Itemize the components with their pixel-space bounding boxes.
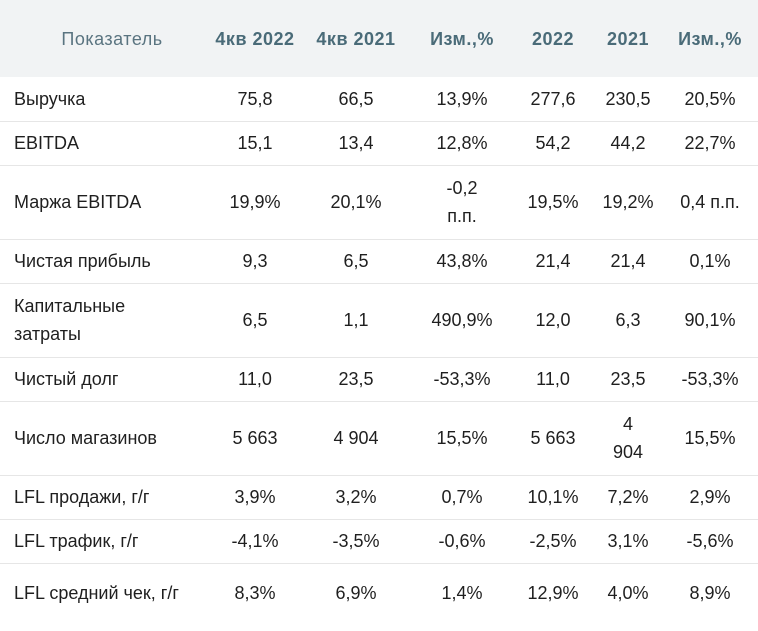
cell: -0,2 п.п. bbox=[412, 165, 512, 240]
cell: 5 663 bbox=[512, 401, 594, 476]
cell: 12,8% bbox=[412, 121, 512, 166]
cell: 4,0% bbox=[607, 583, 649, 604]
table-row: Маржа EBITDA 19,9% 20,1% -0,2 п.п. 19,5%… bbox=[0, 165, 758, 240]
cell: 4 904 bbox=[300, 401, 412, 476]
row-label: Чистый долг bbox=[0, 357, 210, 402]
cell: 0,1% bbox=[662, 239, 758, 284]
table-row: LFL продажи, г/г 3,9% 3,2% 0,7% 10,1% 7,… bbox=[0, 475, 758, 520]
cell: 6,3 bbox=[594, 283, 662, 358]
cell: 0,4 п.п. bbox=[662, 165, 758, 240]
cell: 19,5% bbox=[512, 165, 594, 240]
cell: -53,3% bbox=[662, 357, 758, 402]
row-label: Капитальные затраты bbox=[0, 283, 210, 358]
cell: 20,1% bbox=[300, 165, 412, 240]
cell: 5 663 bbox=[210, 401, 300, 476]
header-2021: 2021 bbox=[606, 28, 650, 49]
cell: 44,2 bbox=[594, 121, 662, 166]
cell: 21,4 bbox=[512, 239, 594, 284]
cell: 1,4% bbox=[441, 583, 483, 604]
cell: 90,1% bbox=[662, 283, 758, 358]
cell: 10,1% bbox=[512, 475, 594, 520]
header-2022: 2022 bbox=[531, 28, 575, 49]
cell: 21,4 bbox=[594, 239, 662, 284]
row-label: EBITDA bbox=[0, 121, 210, 166]
cell: 3,9% bbox=[210, 475, 300, 520]
cell: -5,6% bbox=[662, 519, 758, 564]
table-row: Число магазинов 5 663 4 904 15,5% 5 663 … bbox=[0, 401, 758, 476]
cell: -0,6% bbox=[412, 519, 512, 564]
table-row: LFL средний чек, г/г 8,3% 6,9% 1,4% 12,9… bbox=[0, 563, 758, 623]
cell: 15,1 bbox=[210, 121, 300, 166]
cell: 230,5 bbox=[594, 77, 662, 122]
cell: 13,4 bbox=[300, 121, 412, 166]
cell: 6,9% bbox=[335, 583, 377, 604]
row-label: Число магазинов bbox=[0, 401, 210, 476]
cell: 490,9% bbox=[412, 283, 512, 358]
cell: 19,2% bbox=[594, 165, 662, 240]
cell: 20,5% bbox=[662, 77, 758, 122]
cell: 12,9% bbox=[527, 583, 579, 604]
table-row: Чистая прибыль 9,3 6,5 43,8% 21,4 21,4 0… bbox=[0, 239, 758, 284]
cell: 43,8% bbox=[412, 239, 512, 284]
cell: 3,2% bbox=[300, 475, 412, 520]
row-label: Чистая прибыль bbox=[0, 239, 210, 284]
cell: 66,5 bbox=[300, 77, 412, 122]
cell: 75,8 bbox=[210, 77, 300, 122]
cell: 6,5 bbox=[210, 283, 300, 358]
row-label: Выручка bbox=[0, 77, 210, 122]
row-label: LFL трафик, г/г bbox=[0, 519, 210, 564]
header-indicator: Показатель bbox=[61, 28, 163, 49]
cell: 23,5 bbox=[594, 357, 662, 402]
header-change-quarter: Изм.,% bbox=[430, 28, 494, 49]
cell: 19,9% bbox=[210, 165, 300, 240]
table-row: EBITDA 15,1 13,4 12,8% 54,2 44,2 22,7% bbox=[0, 121, 758, 166]
cell: 6,5 bbox=[300, 239, 412, 284]
table-row: Выручка 75,8 66,5 13,9% 277,6 230,5 20,5… bbox=[0, 77, 758, 122]
header-change-year: Изм.,% bbox=[678, 28, 742, 49]
cell: 8,9% bbox=[689, 583, 731, 604]
cell: 9,3 bbox=[210, 239, 300, 284]
cell: 7,2% bbox=[594, 475, 662, 520]
header-row: Показатель 4кв 2022 4кв 2021 Изм.,% 2022… bbox=[0, 0, 758, 77]
header-q4-2021: 4кв 2021 bbox=[316, 28, 396, 49]
row-label: LFL средний чек, г/г bbox=[14, 583, 179, 604]
row-label: LFL продажи, г/г bbox=[0, 475, 210, 520]
table-row: Чистый долг 11,0 23,5 -53,3% 11,0 23,5 -… bbox=[0, 357, 758, 402]
cell: 23,5 bbox=[300, 357, 412, 402]
table-row: Капитальные затраты 6,5 1,1 490,9% 12,0 … bbox=[0, 283, 758, 358]
cell: 1,1 bbox=[300, 283, 412, 358]
cell: 12,0 bbox=[512, 283, 594, 358]
header-q4-2022: 4кв 2022 bbox=[215, 28, 295, 49]
cell: 0,7% bbox=[412, 475, 512, 520]
cell: 8,3% bbox=[234, 583, 276, 604]
cell: 22,7% bbox=[662, 121, 758, 166]
cell: 11,0 bbox=[210, 357, 300, 402]
cell: 13,9% bbox=[412, 77, 512, 122]
cell: -3,5% bbox=[300, 519, 412, 564]
cell: 15,5% bbox=[412, 401, 512, 476]
cell: -53,3% bbox=[412, 357, 512, 402]
cell: 277,6 bbox=[512, 77, 594, 122]
cell: 3,1% bbox=[594, 519, 662, 564]
cell: 15,5% bbox=[662, 401, 758, 476]
row-label: Маржа EBITDA bbox=[0, 165, 210, 240]
cell: 54,2 bbox=[512, 121, 594, 166]
cell: 4 904 bbox=[594, 401, 662, 476]
cell: -4,1% bbox=[210, 519, 300, 564]
cell: 2,9% bbox=[662, 475, 758, 520]
cell: -2,5% bbox=[512, 519, 594, 564]
cell: 11,0 bbox=[512, 357, 594, 402]
table-row: LFL трафик, г/г -4,1% -3,5% -0,6% -2,5% … bbox=[0, 519, 758, 564]
